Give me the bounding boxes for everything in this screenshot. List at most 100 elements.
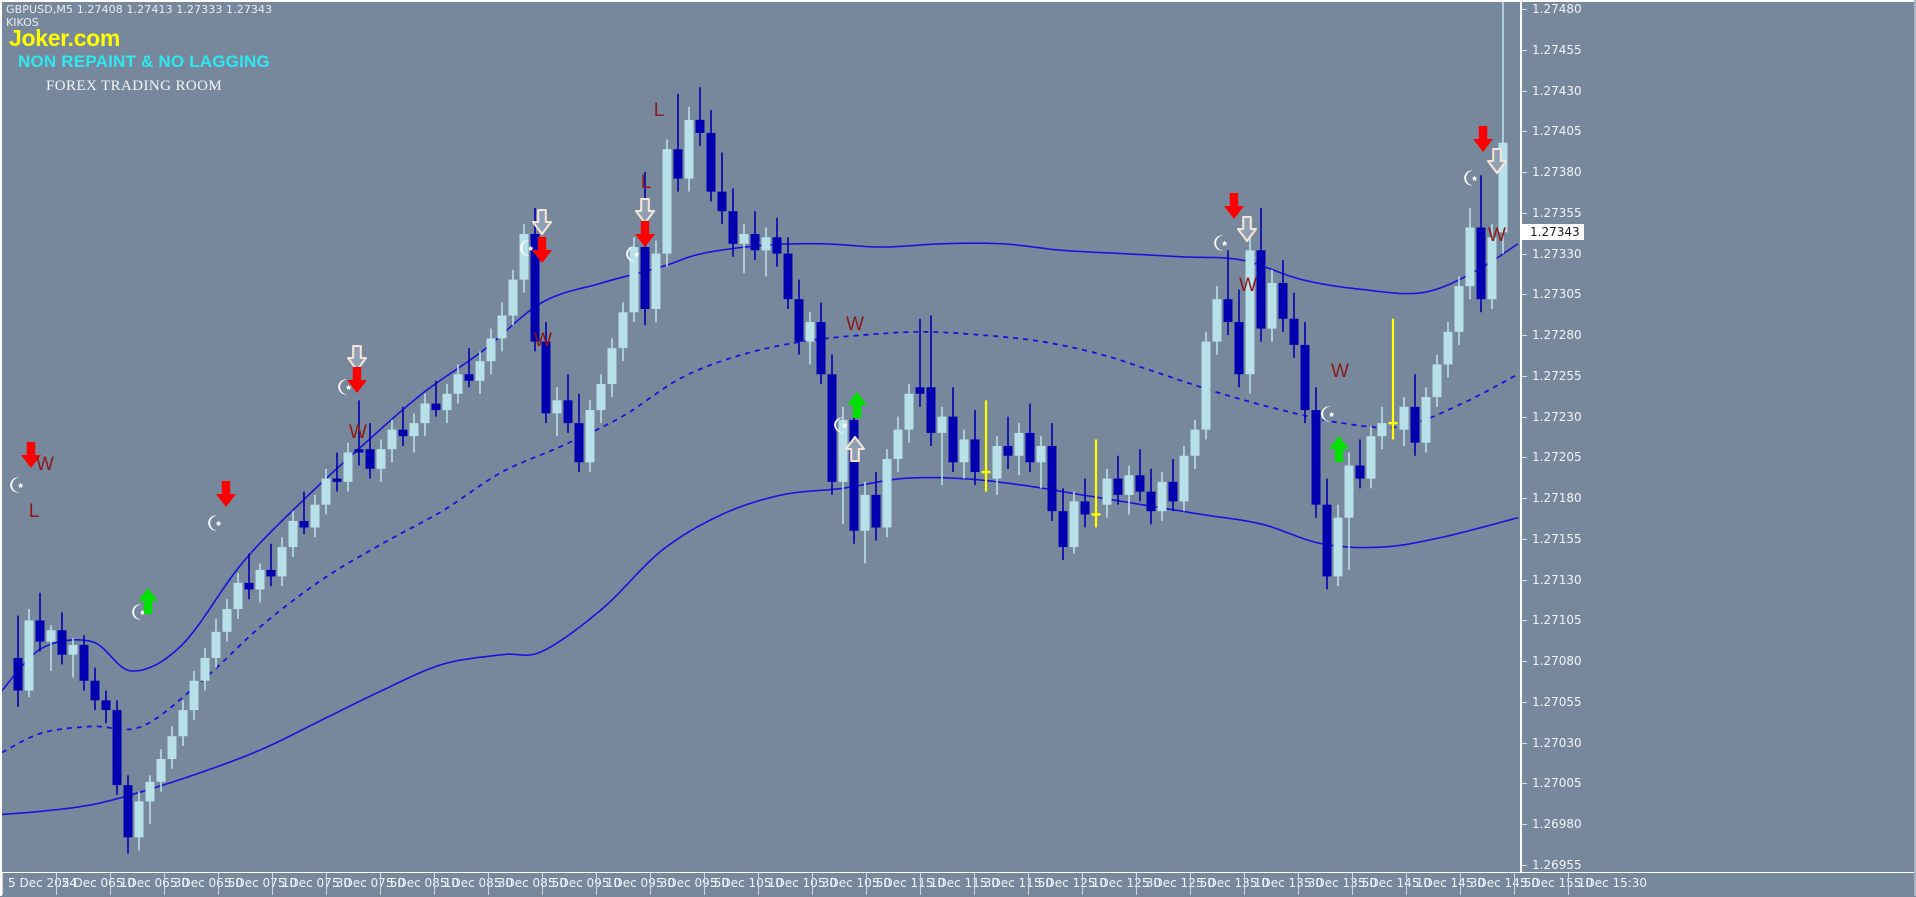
candle-body bbox=[695, 119, 705, 133]
price-tick bbox=[1522, 579, 1527, 581]
price-tick-label: 1.27205 bbox=[1532, 450, 1582, 465]
candlestick bbox=[849, 400, 859, 544]
candle-body bbox=[574, 423, 584, 463]
candle-body bbox=[750, 234, 760, 251]
neutral-down-arrow-icon-glyph bbox=[531, 208, 553, 236]
candlestick bbox=[255, 563, 265, 603]
candlestick bbox=[1344, 452, 1354, 570]
candlestick bbox=[178, 700, 188, 746]
time-tick-label: 5 Dec 07:10 bbox=[224, 876, 298, 890]
candlestick bbox=[1080, 478, 1090, 528]
time-tick-label: 5 Dec 11:30 bbox=[926, 876, 1000, 890]
time-tick-label: 5 Dec 11:10 bbox=[872, 876, 946, 890]
chart-canvas: W L W W L L W W W W bbox=[2, 2, 1518, 854]
candlestick bbox=[1047, 423, 1057, 521]
candle-body bbox=[761, 237, 771, 251]
candlestick bbox=[112, 700, 122, 795]
time-tick-label: 5 Dec 12:10 bbox=[1034, 876, 1108, 890]
candlestick bbox=[24, 609, 34, 698]
candle-body bbox=[420, 403, 430, 424]
candle-body bbox=[442, 393, 452, 411]
sell-arrow-icon-glyph bbox=[21, 442, 41, 468]
time-tick bbox=[1460, 873, 1461, 895]
price-tick-label: 1.27330 bbox=[1532, 246, 1582, 261]
time-tick bbox=[1514, 873, 1515, 895]
candle-body bbox=[145, 781, 155, 802]
candle-body bbox=[354, 449, 364, 453]
candlestick bbox=[266, 543, 276, 587]
candle-body bbox=[13, 657, 23, 691]
candlestick bbox=[189, 670, 199, 720]
candle-body bbox=[1179, 455, 1189, 502]
time-axis[interactable]: 5 Dec 2024 5 Dec 06:10 5 Dec 06:30 5 Dec 06… bbox=[2, 872, 1916, 897]
candlestick bbox=[508, 269, 518, 326]
neutral-down-arrow-icon bbox=[531, 208, 553, 236]
neutral-down-arrow-icon bbox=[634, 197, 656, 225]
crescent-shape bbox=[1214, 235, 1224, 251]
candlestick bbox=[992, 436, 1002, 495]
time-tick-label: 5 Dec 14:30 bbox=[1412, 876, 1486, 890]
candlestick bbox=[1267, 269, 1277, 342]
price-tick-label: 1.27305 bbox=[1532, 287, 1582, 302]
candlestick bbox=[1124, 465, 1134, 515]
candlestick bbox=[640, 172, 650, 326]
time-tick bbox=[2, 873, 3, 895]
time-tick-label: 5 Dec 07:30 bbox=[278, 876, 352, 890]
candle-body bbox=[607, 348, 617, 385]
candlestick bbox=[948, 387, 958, 473]
crescent-shape bbox=[1464, 170, 1474, 186]
crescent-moon-icon bbox=[1321, 406, 1335, 422]
candlestick bbox=[13, 615, 23, 707]
candle-body bbox=[871, 494, 881, 528]
candlestick bbox=[101, 690, 111, 724]
candlestick bbox=[233, 573, 243, 619]
chart-plot-area[interactable]: W L W W L L W W W W bbox=[2, 2, 1518, 872]
candlestick bbox=[1168, 459, 1178, 512]
candle-body bbox=[497, 315, 507, 339]
neutral-down-arrow-icon-glyph bbox=[346, 344, 368, 372]
candle-body bbox=[882, 459, 892, 528]
candle-body bbox=[662, 149, 672, 254]
candlestick bbox=[299, 491, 309, 535]
candle-body bbox=[970, 439, 980, 473]
candle-body bbox=[1102, 478, 1112, 505]
price-axis[interactable]: 1.27480 1.27455 1.27430 1.27405 1.27380 1.273… bbox=[1520, 2, 1914, 872]
crescent-shape bbox=[834, 417, 844, 433]
candlestick bbox=[1036, 436, 1046, 489]
candlestick bbox=[816, 302, 826, 385]
sell-arrow-icon-glyph bbox=[635, 221, 655, 247]
candle-body bbox=[387, 429, 397, 450]
candlestick bbox=[750, 211, 760, 261]
buy-arrow-icon bbox=[1329, 436, 1349, 462]
candle-body bbox=[1058, 511, 1068, 548]
price-tick-label: 1.27180 bbox=[1532, 491, 1582, 506]
candlestick bbox=[1388, 318, 1398, 440]
time-tick bbox=[1082, 873, 1083, 895]
candle-body bbox=[838, 419, 848, 482]
candlestick bbox=[1421, 387, 1431, 453]
candlestick bbox=[981, 400, 991, 492]
candlestick bbox=[1201, 331, 1211, 440]
candlestick bbox=[200, 648, 210, 691]
time-tick-label: 5 Dec 09:30 bbox=[602, 876, 676, 890]
candle-body bbox=[1465, 227, 1475, 287]
candle-body bbox=[1036, 445, 1046, 463]
candlestick bbox=[1025, 403, 1035, 473]
time-tick bbox=[758, 873, 759, 895]
crescent-shape bbox=[1321, 406, 1331, 422]
candle-body bbox=[1366, 436, 1376, 479]
candle-body bbox=[431, 403, 441, 411]
candle-body bbox=[629, 247, 639, 313]
crescent-shape bbox=[208, 515, 218, 531]
neutral-down-arrow-icon-glyph bbox=[634, 197, 656, 225]
candle-body bbox=[1300, 344, 1310, 411]
candlestick bbox=[321, 468, 331, 515]
loss-label: L bbox=[654, 100, 665, 121]
candle-body bbox=[409, 423, 419, 437]
candle-body bbox=[1267, 282, 1277, 329]
crescent-moon-icon bbox=[520, 240, 534, 256]
candle-body bbox=[915, 387, 925, 394]
time-tick-label: 5 Dec 14:10 bbox=[1358, 876, 1432, 890]
candlestick bbox=[134, 791, 144, 851]
